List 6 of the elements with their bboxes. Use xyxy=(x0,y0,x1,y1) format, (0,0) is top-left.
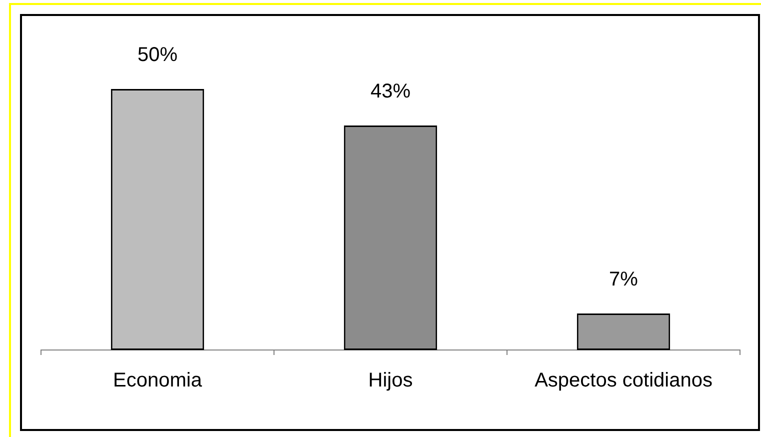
x-tick-label: Hijos xyxy=(368,370,413,392)
data-label: 43% xyxy=(370,80,411,103)
data-label: 50% xyxy=(137,44,178,66)
x-tick-label: Economia xyxy=(113,370,203,392)
data-label: 7% xyxy=(609,268,638,290)
x-tick-label: Aspectos cotidianos xyxy=(534,370,712,392)
